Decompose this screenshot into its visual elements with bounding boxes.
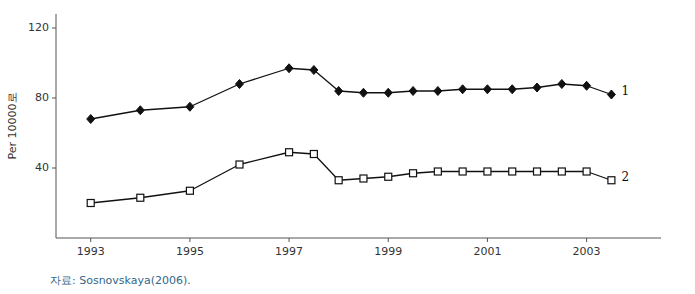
point-marker <box>583 168 590 175</box>
x-tick-label: 1997 <box>275 245 303 258</box>
point-marker <box>558 80 566 89</box>
y-tick-label: 40 <box>35 161 49 174</box>
x-tick <box>189 238 190 242</box>
point-marker <box>558 168 565 175</box>
series-label: 2 <box>621 170 629 184</box>
point-marker <box>534 168 541 175</box>
point-marker <box>608 177 615 184</box>
point-marker <box>335 87 343 96</box>
series-line <box>91 152 612 203</box>
x-tick-label: 1999 <box>374 245 402 258</box>
point-marker <box>533 83 541 92</box>
x-tick-label: 1993 <box>77 245 105 258</box>
series-line <box>91 68 612 119</box>
y-tick-label: 120 <box>28 21 49 34</box>
point-marker <box>360 175 367 182</box>
x-tick <box>487 238 488 242</box>
footnote: 자료: Sosnovskaya(2006). <box>50 274 191 287</box>
point-marker <box>285 64 293 73</box>
point-marker <box>410 170 417 177</box>
point-marker <box>583 81 591 90</box>
point-marker <box>136 106 144 115</box>
x-tick <box>388 238 389 242</box>
point-marker <box>286 149 293 156</box>
x-tick-label: 2003 <box>573 245 601 258</box>
point-marker <box>235 80 243 89</box>
x-tick-label: 1995 <box>176 245 204 258</box>
series-label: 1 <box>621 84 629 98</box>
point-marker <box>509 168 516 175</box>
point-marker <box>186 102 194 111</box>
point-marker <box>385 173 392 180</box>
y-tick-label: 80 <box>35 91 49 104</box>
point-marker <box>459 85 467 94</box>
point-marker <box>607 90 615 99</box>
point-marker <box>434 87 442 96</box>
plot-area <box>87 64 616 207</box>
x-tick <box>289 238 290 242</box>
point-marker <box>87 115 95 124</box>
point-marker <box>335 177 342 184</box>
point-marker <box>87 200 94 207</box>
point-marker <box>459 168 466 175</box>
point-marker <box>483 85 491 94</box>
point-marker <box>186 187 193 194</box>
y-axis-label: Per 10000로 <box>6 92 19 159</box>
y-axis-line <box>56 14 57 238</box>
point-marker <box>434 168 441 175</box>
y-tick <box>52 28 56 29</box>
point-marker <box>310 151 317 158</box>
y-tick <box>52 98 56 99</box>
point-marker <box>409 87 417 96</box>
point-marker <box>384 88 392 97</box>
x-tick <box>586 238 587 242</box>
chart-container: 40 80 120 1993 1995 1997 1999 2001 2003 Per 10000… <box>0 0 695 294</box>
x-tick <box>90 238 91 242</box>
x-axis-line <box>56 238 661 239</box>
point-marker <box>359 88 367 97</box>
point-marker <box>484 168 491 175</box>
y-tick <box>52 168 56 169</box>
point-marker <box>236 161 243 168</box>
point-marker <box>310 66 318 75</box>
chart-svg: 40 80 120 1993 1995 1997 1999 2001 2003 Per 10000… <box>0 0 695 294</box>
point-marker <box>508 85 516 94</box>
x-tick-label: 2001 <box>473 245 501 258</box>
point-marker <box>137 194 144 201</box>
